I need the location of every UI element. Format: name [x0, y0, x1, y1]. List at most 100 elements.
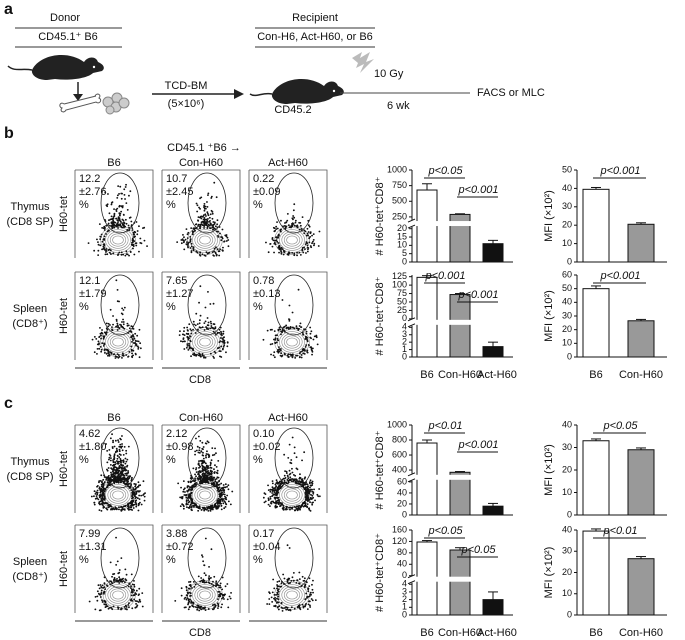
p-value: p<0.05: [428, 525, 464, 537]
y-axis-label: H60-tet: [58, 196, 70, 232]
contour: [105, 484, 131, 506]
p-value: p<0.01: [428, 420, 463, 432]
gate: [187, 427, 227, 489]
gate-percent: 3.88: [166, 528, 187, 540]
contour: [286, 337, 298, 347]
y-tick-label: 40: [562, 419, 572, 429]
contour: [105, 584, 131, 606]
x-tick-label: Con-H60: [438, 369, 482, 381]
panel-label: a: [4, 1, 13, 18]
y-tick-label: 5: [402, 248, 407, 258]
contour: [286, 590, 298, 600]
plot-frame: [248, 424, 328, 513]
p-value: p<0.01: [603, 525, 638, 537]
gate-percent: ±2.76: [79, 186, 106, 198]
gate-percent: ±1.79: [79, 288, 106, 300]
y-tick-label: 40: [397, 559, 407, 569]
y-tick-label: 20: [397, 498, 407, 508]
y-tick-label: 600: [392, 449, 407, 459]
y-tick-label: 1000: [387, 164, 407, 174]
arrowhead: [234, 89, 244, 99]
gate-percent: ±0.09: [253, 186, 280, 198]
p-value: p<0.001: [457, 439, 498, 451]
y-tick-label: 40: [562, 183, 572, 193]
y-tick-label: 40: [397, 487, 407, 497]
gate: [100, 427, 140, 489]
contour: [109, 588, 127, 602]
y-tick-label: 0: [567, 509, 572, 519]
y-tick-label: 30: [562, 442, 572, 452]
panel-label: b: [4, 125, 14, 142]
contour: [112, 590, 124, 600]
readout: FACS or MLC: [477, 87, 545, 99]
gate-percent: 0.78: [253, 275, 274, 287]
contour: [112, 337, 124, 347]
p-value: p<0.05: [461, 544, 497, 556]
bar: [582, 530, 610, 616]
gate-percent: ±0.98: [166, 441, 193, 453]
contour: [105, 331, 131, 353]
row-label: Spleen: [13, 303, 47, 315]
row-label: (CD8 SP): [6, 216, 53, 228]
bar: [627, 449, 655, 516]
p-value: p<0.05: [428, 165, 464, 177]
plot-frame: [74, 271, 154, 360]
break-mark: [407, 218, 416, 223]
event-dots: [174, 537, 232, 612]
break-mark: [407, 580, 416, 585]
gate-percent: ±0.72: [166, 541, 193, 553]
plot-frame: [161, 271, 241, 360]
y-tick-label: 40: [562, 524, 572, 534]
plot-frame: [161, 524, 241, 613]
recipient-title: Recipient: [292, 12, 338, 24]
gate: [187, 527, 227, 589]
column-title: B6: [107, 157, 120, 169]
y-tick-label: 0: [567, 256, 572, 266]
gate-percent: %: [253, 301, 263, 313]
event-dots: [178, 285, 229, 359]
x-tick-label: Con-H60: [619, 627, 663, 639]
contour: [279, 484, 305, 506]
contour: [107, 231, 129, 249]
y-tick-label: 400: [392, 464, 407, 474]
column-title: Con-H60: [179, 412, 223, 424]
gate-percent: %: [79, 301, 89, 313]
y-axis-label: MFI (×10²): [543, 190, 555, 242]
y-axis-label: # H60-tet⁺CD8⁺: [374, 176, 386, 255]
contour: [109, 488, 127, 502]
y-tick-label: 0: [567, 351, 572, 361]
gate: [274, 427, 314, 489]
x-tick-label: Act-H60: [477, 369, 517, 381]
break-mark: [407, 317, 416, 322]
y-tick-label: 20: [397, 223, 407, 233]
donor-title: Donor: [50, 12, 80, 24]
plot-frame: [248, 271, 328, 360]
y-tick-label: 120: [392, 536, 407, 546]
y-tick-label: 40: [562, 297, 572, 307]
p-value: p<0.001: [599, 270, 640, 282]
y-axis-label: MFI (×10²): [543, 547, 555, 599]
y-tick-label: 800: [392, 434, 407, 444]
y-tick-label: 20: [562, 324, 572, 334]
y-tick-label: 0: [402, 509, 407, 519]
gate-percent: 2.12: [166, 428, 187, 440]
y-tick-label: 10: [397, 240, 407, 250]
contour: [279, 331, 305, 353]
y-tick-label: 0: [567, 609, 572, 619]
plot-frame: [248, 169, 328, 258]
recipient-mouse: [249, 79, 344, 104]
p-value: p<0.001: [457, 184, 498, 196]
contour: [112, 235, 124, 245]
contour: [281, 586, 303, 604]
axis-break: [408, 576, 508, 582]
dose: (5×10⁶): [168, 98, 205, 110]
y-tick-label: 60: [397, 476, 407, 486]
gate-percent: %: [166, 301, 176, 313]
contour: [109, 335, 127, 349]
y-axis-label: # H60-tet⁺CD8⁺: [374, 276, 386, 355]
x-tick-label: B6: [420, 369, 433, 381]
y-tick-label: 15: [397, 231, 407, 241]
axis-break: [408, 319, 508, 325]
bar: [482, 505, 504, 516]
bar: [449, 213, 471, 263]
